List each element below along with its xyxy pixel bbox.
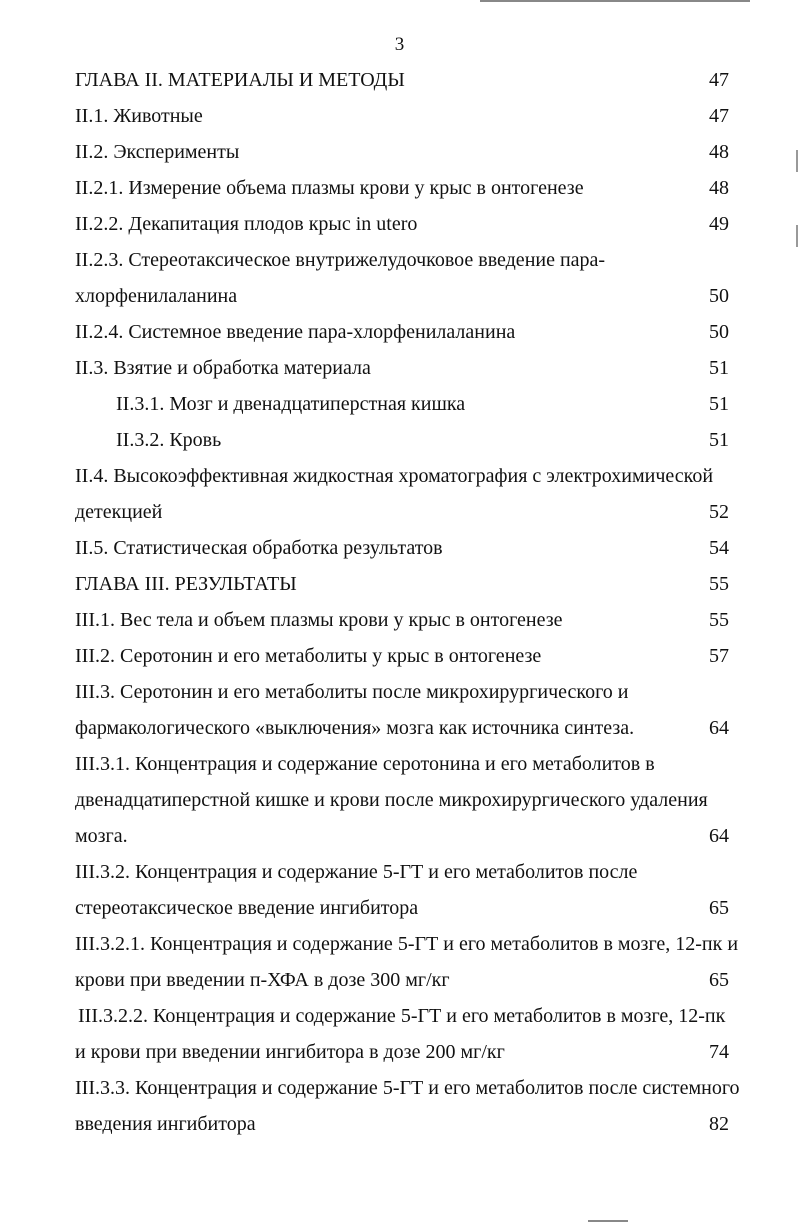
toc-entry-title: III.3.2.2. Концентрация и содержание 5-Г… bbox=[78, 1005, 726, 1027]
toc-entry-page: 65 bbox=[709, 897, 729, 919]
toc-entry-title: крови при введении п-ХФА в дозе 300 мг/к… bbox=[75, 969, 450, 991]
toc-entry: II.2.4. Системное введение пара-хлорфени… bbox=[0, 314, 799, 350]
toc-entry: III.3.2.1. Концентрация и содержание 5-Г… bbox=[0, 926, 799, 962]
toc-entry-page: 54 bbox=[709, 537, 729, 559]
toc-entry-title: II.2.2. Декапитация плодов крыс in utero bbox=[75, 213, 418, 235]
toc-entry-title: мозга. bbox=[75, 825, 128, 847]
toc-entry: II.3.2. Кровь 51 bbox=[0, 422, 799, 458]
toc-entry-title: двенадцатиперстной кишке и крови после м… bbox=[75, 789, 708, 811]
toc-entry-page: 65 bbox=[709, 969, 729, 991]
toc-entry-title: II.1. Животные bbox=[75, 105, 203, 127]
scan-artifact-edge bbox=[796, 225, 798, 247]
toc-entry-page: 51 bbox=[709, 357, 729, 379]
toc-entry: III.3.3. Концентрация и содержание 5-ГТ … bbox=[0, 1070, 799, 1106]
toc-entry-title: II.3.2. Кровь bbox=[116, 429, 222, 451]
toc-entry-page: 48 bbox=[709, 177, 729, 199]
toc-entry: III.3.2.2. Концентрация и содержание 5-Г… bbox=[0, 998, 799, 1034]
toc-entry-title: введения ингибитора bbox=[75, 1113, 256, 1135]
scan-artifact-top bbox=[480, 0, 750, 2]
toc-entry: ГЛАВА III. РЕЗУЛЬТАТЫ 55 bbox=[0, 566, 799, 602]
toc-entry-title: II.4. Высокоэффективная жидкостная хрома… bbox=[75, 465, 714, 487]
toc-entry-title: III.3.3. Концентрация и содержание 5-ГТ … bbox=[75, 1077, 740, 1099]
toc-entry: II.4. Высокоэффективная жидкостная хрома… bbox=[0, 458, 799, 494]
toc-entry-title: хлорфенилаланина bbox=[75, 285, 238, 307]
toc-entry-title: II.2. Эксперименты bbox=[75, 141, 240, 163]
toc-entry-title: III.3. Серотонин и его метаболиты после … bbox=[75, 681, 629, 703]
toc-entry-page: 82 bbox=[709, 1113, 729, 1135]
toc-entry-page: 47 bbox=[709, 69, 729, 91]
toc-entry: мозга. 64 bbox=[0, 818, 799, 854]
toc-entry: II.1. Животные 47 bbox=[0, 98, 799, 134]
toc-entry: II.2.3. Стереотаксическое внутрижелудочк… bbox=[0, 242, 799, 278]
toc-entry-page: 52 bbox=[709, 501, 729, 523]
toc-entry-title: II.3.1. Мозг и двенадцатиперстная кишка bbox=[116, 393, 466, 415]
toc-entry-title: II.2.3. Стереотаксическое внутрижелудочк… bbox=[75, 249, 606, 271]
toc-entry: II.2.1. Измерение объема плазмы крови у … bbox=[0, 170, 799, 206]
toc-entry-page: 51 bbox=[709, 393, 729, 415]
toc-entry-title: II.2.4. Системное введение пара-хлорфени… bbox=[75, 321, 516, 343]
toc-entry: двенадцатиперстной кишке и крови после м… bbox=[0, 782, 799, 818]
page-number: 3 bbox=[394, 34, 405, 55]
toc-entry: II.3.1. Мозг и двенадцатиперстная кишка 5… bbox=[0, 386, 799, 422]
toc-entry-page: 50 bbox=[709, 285, 729, 307]
toc-entry: III.3. Серотонин и его метаболиты после … bbox=[0, 674, 799, 710]
toc-entry: детекцией 52 bbox=[0, 494, 799, 530]
toc-entry-title: II.2.1. Измерение объема плазмы крови у … bbox=[75, 177, 584, 199]
toc-entry: II.2.2. Декапитация плодов крыс in utero… bbox=[0, 206, 799, 242]
toc-entry-page: 74 bbox=[709, 1041, 729, 1063]
toc-entry: фармакологического «выключения» мозга ка… bbox=[0, 710, 799, 746]
toc-entry: III.3.1. Концентрация и содержание серот… bbox=[0, 746, 799, 782]
toc-entry: хлорфенилаланина 50 bbox=[0, 278, 799, 314]
toc-entry: и крови при введении ингибитора в дозе 2… bbox=[0, 1034, 799, 1070]
toc-entry: ГЛАВА II. МАТЕРИАЛЫ И МЕТОДЫ 47 bbox=[0, 62, 799, 98]
toc-entry: введения ингибитора 82 bbox=[0, 1106, 799, 1142]
toc-entry-page: 64 bbox=[709, 717, 729, 739]
toc-entry-title: ГЛАВА III. РЕЗУЛЬТАТЫ bbox=[75, 573, 297, 595]
scan-artifact-edge bbox=[796, 150, 798, 172]
toc-entry-title: III.1. Вес тела и объем плазмы крови у к… bbox=[75, 609, 563, 631]
toc-entry-title: ГЛАВА II. МАТЕРИАЛЫ И МЕТОДЫ bbox=[75, 69, 405, 91]
toc-entry: III.3.2. Концентрация и содержание 5-ГТ … bbox=[0, 854, 799, 890]
toc-entry: стереотаксическое введение ингибитора 65 bbox=[0, 890, 799, 926]
toc-entry: II.3. Взятие и обработка материала 51 bbox=[0, 350, 799, 386]
toc-entry-page: 55 bbox=[709, 609, 729, 631]
toc-entry-title: II.5. Статистическая обработка результат… bbox=[75, 537, 443, 559]
scan-artifact-bottom bbox=[588, 1220, 628, 1222]
toc-entry-title: III.3.2.1. Концентрация и содержание 5-Г… bbox=[75, 933, 739, 955]
toc-entry: III.2. Серотонин и его метаболиты у крыс… bbox=[0, 638, 799, 674]
toc-entry-page: 50 bbox=[709, 321, 729, 343]
toc-entry-title: стереотаксическое введение ингибитора bbox=[75, 897, 419, 919]
toc-entry-page: 57 bbox=[709, 645, 729, 667]
toc-entry-title: III.3.1. Концентрация и содержание серот… bbox=[75, 753, 655, 775]
toc-entry: крови при введении п-ХФА в дозе 300 мг/к… bbox=[0, 962, 799, 998]
toc-entry: II.5. Статистическая обработка результат… bbox=[0, 530, 799, 566]
toc-entry-page: 48 bbox=[709, 141, 729, 163]
toc-entry-title: фармакологического «выключения» мозга ка… bbox=[75, 717, 635, 739]
toc-entry-page: 47 bbox=[709, 105, 729, 127]
toc-entry-page: 64 bbox=[709, 825, 729, 847]
toc-entry-title: II.3. Взятие и обработка материала bbox=[75, 357, 371, 379]
toc-entry: II.2. Эксперименты 48 bbox=[0, 134, 799, 170]
toc-entry-title: III.2. Серотонин и его метаболиты у крыс… bbox=[75, 645, 542, 667]
toc-entry: III.1. Вес тела и объем плазмы крови у к… bbox=[0, 602, 799, 638]
toc-entry-title: детекцией bbox=[75, 501, 163, 523]
toc-entry-title: и крови при введении ингибитора в дозе 2… bbox=[75, 1041, 505, 1063]
toc-entry-page: 49 bbox=[709, 213, 729, 235]
toc-entry-title: III.3.2. Концентрация и содержание 5-ГТ … bbox=[75, 861, 638, 883]
toc-entry-page: 51 bbox=[709, 429, 729, 451]
toc-entry-page: 55 bbox=[709, 573, 729, 595]
